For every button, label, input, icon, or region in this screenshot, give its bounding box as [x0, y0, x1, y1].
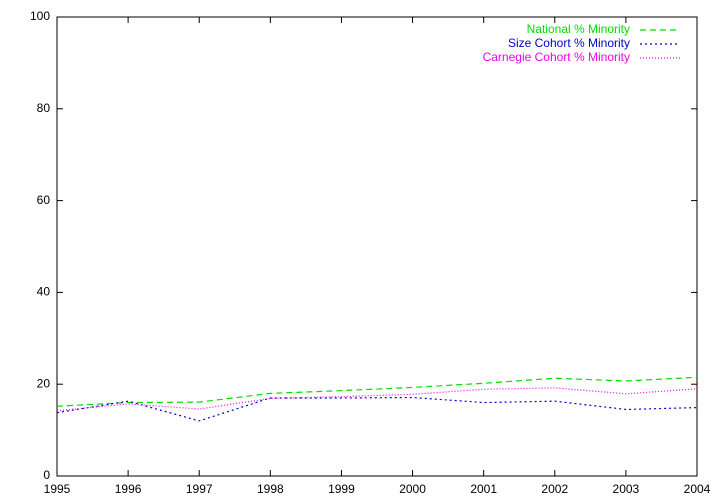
series-line: [56, 387, 698, 412]
legend-label: Size Cohort % Minority: [508, 36, 630, 50]
y-tick-label: 100: [30, 9, 50, 23]
x-tick-label: 1995: [44, 482, 71, 496]
series-line: [56, 396, 698, 422]
x-tick-label: 2003: [613, 482, 640, 496]
y-tick-label: 80: [37, 101, 51, 115]
series-line: [56, 376, 698, 407]
x-tick-label: 2000: [399, 482, 426, 496]
x-tick-label: 2002: [541, 482, 568, 496]
y-tick-label: 60: [37, 193, 51, 207]
x-tick-label: 1998: [257, 482, 284, 496]
y-tick-label: 40: [37, 285, 51, 299]
legend-label: National % Minority: [527, 22, 630, 36]
x-tick-label: 1999: [328, 482, 355, 496]
legend-label: Carnegie Cohort % Minority: [483, 50, 630, 64]
x-tick-label: 2004: [684, 482, 711, 496]
y-tick-label: 20: [37, 376, 51, 390]
x-tick-label: 2001: [470, 482, 497, 496]
plot-border: [56, 16, 698, 477]
x-tick-label: 1997: [186, 482, 213, 496]
y-tick-label: 0: [43, 468, 50, 482]
x-tick-label: 1996: [115, 482, 142, 496]
